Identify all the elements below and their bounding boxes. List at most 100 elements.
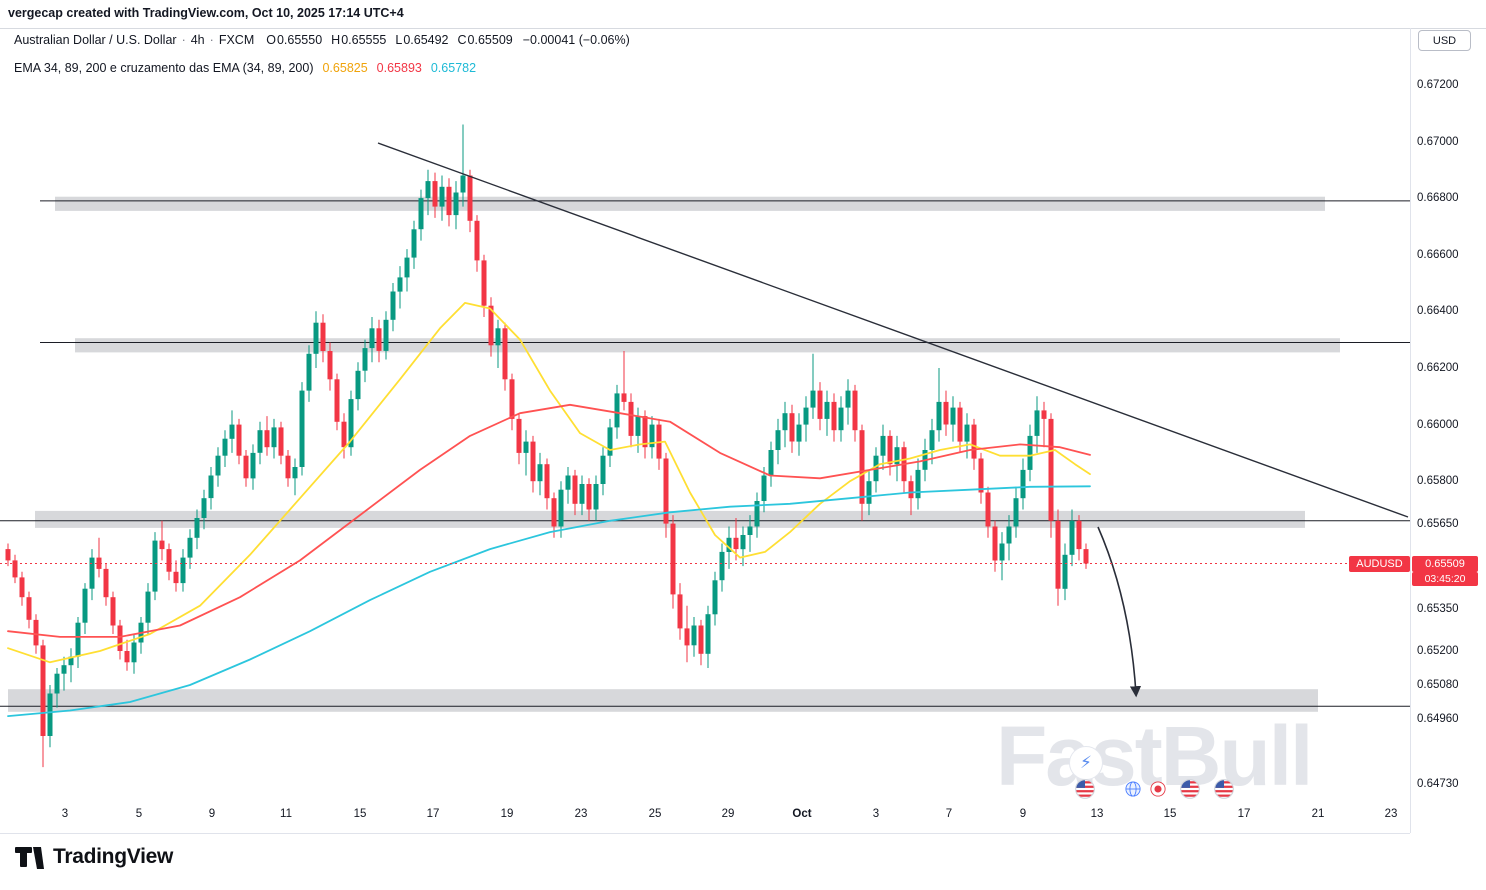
candle-body — [369, 328, 375, 349]
candle-body — [54, 673, 60, 694]
candle-body — [124, 651, 130, 663]
candle-body — [803, 407, 809, 425]
candle-body — [250, 452, 256, 479]
price-axis-separator — [1410, 28, 1411, 833]
candle-body — [971, 424, 977, 459]
high-value: 0.65555 — [341, 33, 387, 47]
exchange-label[interactable]: FXCM — [218, 33, 255, 47]
candle-body — [446, 186, 452, 216]
candle-body — [845, 390, 851, 408]
candle-body — [586, 484, 592, 510]
candle-body — [432, 181, 438, 207]
time-axis-label: 23 — [1384, 808, 1398, 820]
price-axis-label: 0.65200 — [1417, 645, 1459, 657]
candle-body — [978, 458, 984, 493]
time-axis-label: 13 — [1090, 808, 1104, 820]
candle-body — [362, 348, 368, 371]
candle-body — [236, 424, 242, 456]
candle-body — [1034, 410, 1040, 436]
price-axis-label: 0.66800 — [1417, 192, 1459, 204]
candle-body — [439, 186, 445, 207]
candle-body — [719, 551, 725, 581]
candle-body — [1013, 498, 1019, 527]
candle-body — [1055, 520, 1061, 589]
high-label: H — [331, 33, 341, 47]
legend-separator: · — [209, 33, 214, 47]
candle-body — [278, 427, 284, 456]
sr-zone[interactable] — [75, 338, 1340, 353]
indicator-title[interactable]: EMA 34, 89, 200 e cruzamento das EMA (34… — [14, 60, 314, 75]
candle-body — [992, 526, 998, 561]
symbol-price-chip: AUDUSD — [1349, 556, 1410, 572]
globe-icon — [1125, 781, 1141, 797]
candle-body — [593, 484, 599, 510]
candle-body — [642, 416, 648, 448]
candle-body — [411, 229, 417, 258]
candle-body — [313, 322, 319, 354]
candle-body — [943, 401, 949, 425]
candle-body — [488, 305, 494, 346]
candle-body — [103, 568, 109, 598]
price-axis-label: 0.64960 — [1417, 713, 1459, 725]
sr-zone[interactable] — [35, 510, 1305, 528]
currency-label[interactable]: USD — [1418, 30, 1471, 51]
candle-body — [754, 501, 760, 527]
candle-body — [852, 390, 858, 431]
tradingview-logo-icon — [15, 847, 44, 869]
candle-body — [551, 498, 557, 527]
projection-arrow[interactable] — [1097, 526, 1142, 698]
symbol-title[interactable]: Australian Dollar / U.S. Dollar — [14, 33, 177, 47]
time-axis-label: 11 — [280, 808, 292, 820]
candle-body — [5, 549, 11, 561]
time-axis-label: 9 — [1019, 808, 1027, 820]
candle-body — [1020, 469, 1026, 499]
candle-body — [222, 438, 228, 456]
sr-zone[interactable] — [55, 196, 1325, 211]
candle-body — [460, 175, 466, 193]
time-axis-label: 17 — [426, 808, 440, 820]
candle-body — [19, 577, 25, 598]
candle-body — [1076, 520, 1082, 550]
candle-body — [824, 401, 830, 419]
candle-body — [621, 393, 627, 402]
candle-body — [677, 594, 683, 629]
candle-body — [383, 319, 389, 351]
candle-body — [894, 447, 900, 465]
candle-body — [40, 645, 46, 736]
price-axis-label: 0.65800 — [1417, 475, 1459, 487]
legend: Australian Dollar / U.S. Dollar · 4h · F… — [14, 33, 630, 76]
time-axis-label: 7 — [945, 808, 953, 820]
candle-body — [579, 484, 585, 504]
candle-body — [320, 322, 326, 351]
tradingview-footer-link[interactable]: TradingView — [14, 844, 173, 870]
candle-body — [271, 427, 277, 448]
time-axis-label: 17 — [1237, 808, 1251, 820]
ohlc-values: O0.65550 H0.65555 L0.65492 C0.65509 −0.0… — [266, 33, 630, 48]
candle-body — [117, 625, 123, 651]
candle-body — [670, 523, 676, 595]
indicator-value-ema89: 0.65893 — [376, 60, 422, 75]
candle-body — [558, 489, 564, 527]
candle-body — [768, 450, 774, 476]
price-axis-label: 0.66200 — [1417, 362, 1459, 374]
interval-label[interactable]: 4h — [190, 33, 205, 47]
price-axis-label: 0.67200 — [1417, 79, 1459, 91]
indicator-value-ema200: 0.65782 — [430, 60, 477, 75]
candle-body — [628, 401, 634, 436]
candle-body — [691, 625, 697, 646]
candle-body — [404, 257, 410, 278]
descending-trendline[interactable] — [377, 142, 1409, 518]
candle-body — [838, 407, 844, 431]
candle-body — [929, 430, 935, 450]
sr-zone[interactable] — [8, 689, 1318, 712]
indicator-legend-row: EMA 34, 89, 200 e cruzamento das EMA (34… — [14, 60, 630, 76]
candle-body — [600, 455, 606, 484]
candle-body — [292, 467, 298, 479]
candle-body — [467, 175, 473, 221]
candle-body — [1083, 549, 1089, 564]
price-axis-label: 0.65080 — [1417, 679, 1459, 691]
candle-body — [1069, 520, 1075, 555]
close-label: C — [457, 33, 467, 47]
